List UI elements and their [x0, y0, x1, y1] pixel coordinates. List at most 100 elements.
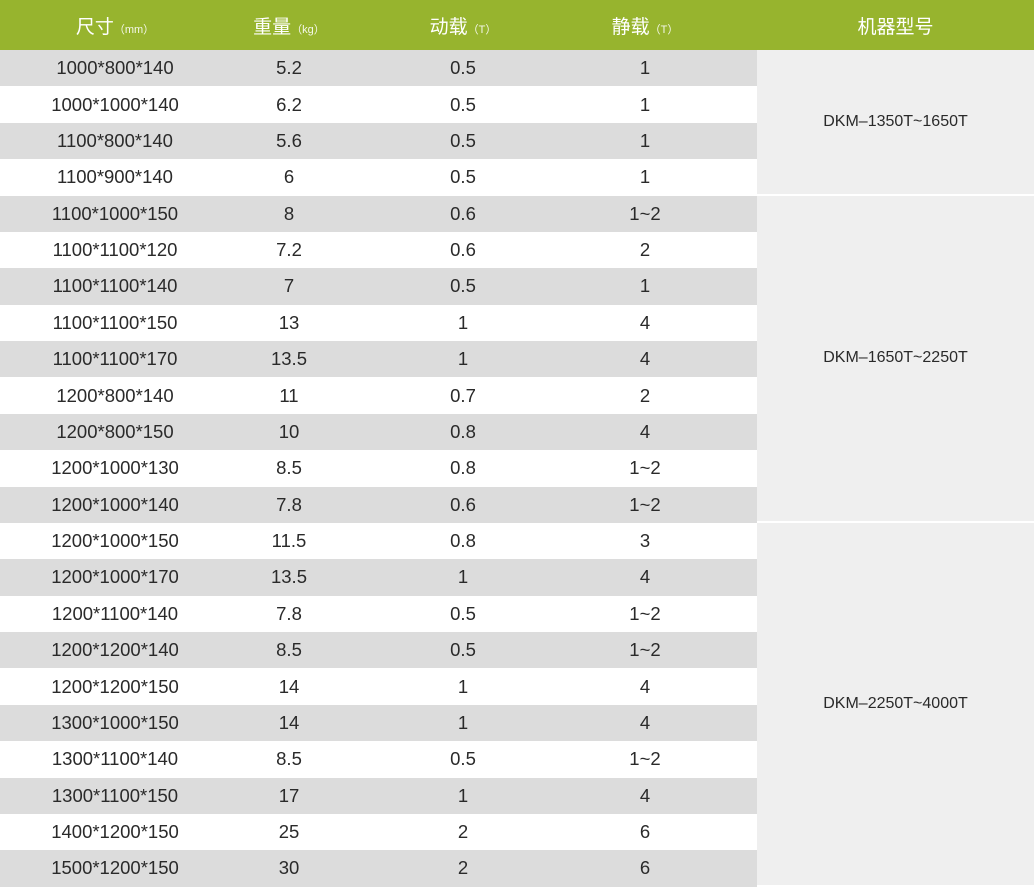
cell-dynamic-load: 1	[457, 675, 469, 697]
table-row: 1100*800*140 5.6 0.5 1	[0, 122, 757, 160]
cell-weight: 10	[278, 420, 300, 442]
cell-size: 1300*1100*150	[51, 784, 179, 806]
table-row: 1100*1000*150 8 0.6 1~2	[0, 195, 757, 232]
header-unit: （kg）	[291, 23, 325, 36]
table-row: 1400*1200*150 25 2 6	[0, 814, 757, 850]
header-size: 尺寸（mm）	[0, 12, 230, 39]
cell-dynamic-load: 0.5	[450, 639, 476, 661]
cell-dynamic-load: 0.7	[450, 384, 476, 406]
cell-dynamic-load: 1	[457, 784, 469, 806]
cell-size: 1500*1200*150	[51, 857, 179, 879]
cell-size: 1100*1100*140	[52, 275, 178, 297]
cell-static-load: 4	[639, 784, 651, 806]
cell-dynamic-load: 0.5	[450, 748, 476, 770]
table-row: 1100*900*140 6 0.5 1	[0, 159, 757, 195]
cell-weight: 5.2	[276, 57, 302, 79]
header-unit: （T）	[467, 23, 497, 36]
table-row: 1200*1200*150 14 1 4	[0, 668, 757, 704]
cell-weight: 13.5	[270, 348, 307, 370]
table-row: 1000*800*140 5.2 0.5 1	[0, 50, 757, 87]
cell-static-load: 4	[639, 348, 651, 370]
cell-dynamic-load: 1	[457, 711, 469, 733]
table-row: 1200*1000*150 11.5 0.8 3	[0, 523, 757, 559]
cell-static-load: 4	[639, 566, 651, 588]
cell-size: 1100*1100*150	[52, 311, 178, 333]
table-row: 1100*1100*170 13.5 1 4	[0, 341, 757, 378]
cell-dynamic-load: 0.5	[450, 93, 476, 115]
cell-static-load: 1	[639, 93, 651, 115]
cell-weight: 8	[283, 202, 295, 224]
table-row: 1200*800*150 10 0.8 4	[0, 413, 757, 451]
cell-size: 1100*1100*120	[52, 239, 178, 261]
cell-static-load: 4	[639, 311, 651, 333]
header-static-load: 静载（T）	[578, 12, 757, 39]
cell-size: 1200*1200*140	[51, 639, 179, 661]
cell-size: 1400*1200*150	[51, 821, 179, 843]
cell-static-load: 6	[639, 857, 651, 879]
cell-weight: 17	[278, 784, 300, 806]
header-weight: 重量（kg）	[230, 12, 348, 39]
cell-weight: 30	[278, 857, 300, 879]
cell-weight: 8.5	[276, 748, 302, 770]
cell-dynamic-load: 2	[457, 821, 469, 843]
cell-weight: 6.2	[276, 93, 302, 115]
model-cell: DKM–1650T~2250T	[757, 195, 1034, 524]
cell-dynamic-load: 0.5	[450, 602, 476, 624]
cell-size: 1200*800*140	[56, 384, 174, 406]
cell-static-load: 1	[639, 166, 651, 188]
cell-size: 1200*1200*150	[51, 675, 179, 697]
cell-static-load: 4	[639, 420, 651, 442]
cell-size: 1000*800*140	[56, 57, 174, 79]
cell-weight: 14	[278, 675, 300, 697]
table-row: 1200*1100*140 7.8 0.5 1~2	[0, 596, 757, 632]
table-row: 1000*1000*140 6.2 0.5 1	[0, 86, 757, 122]
cell-weight: 7.8	[276, 602, 302, 624]
cell-static-load: 6	[639, 821, 651, 843]
cell-size: 1200*1000*150	[51, 530, 179, 552]
cell-size: 1300*1000*150	[51, 711, 179, 733]
cell-static-load: 4	[639, 711, 651, 733]
cell-dynamic-load: 0.8	[450, 420, 476, 442]
cell-size: 1300*1100*140	[51, 748, 179, 770]
cell-dynamic-load: 0.5	[450, 129, 476, 151]
table-row: 1100*1100*140 7 0.5 1	[0, 268, 757, 305]
cell-size: 1200*800*150	[56, 420, 174, 442]
cell-static-load: 1~2	[629, 602, 661, 624]
cell-static-load: 1~2	[629, 202, 661, 224]
table-header: 尺寸（mm） 重量（kg） 动载（T） 静载（T） 机器型号	[0, 0, 1034, 50]
table-row: 1200*1200*140 8.5 0.5 1~2	[0, 632, 757, 669]
cell-weight: 5.6	[276, 129, 302, 151]
cell-weight: 14	[278, 711, 300, 733]
cell-dynamic-load: 1	[457, 566, 469, 588]
cell-size: 1100*800*140	[57, 129, 173, 151]
header-unit: （mm）	[113, 23, 155, 36]
table-row: 1300*1000*150 14 1 4	[0, 704, 757, 742]
cell-dynamic-load: 0.5	[450, 57, 476, 79]
cell-static-load: 1~2	[629, 493, 661, 515]
header-label: 动载	[429, 16, 468, 38]
header-label: 重量	[253, 16, 292, 38]
cell-static-load: 2	[639, 239, 651, 261]
cell-dynamic-load: 0.6	[450, 493, 476, 515]
header-unit: （T）	[649, 23, 679, 36]
cell-size: 1100*1000*150	[51, 202, 179, 224]
cell-weight: 7.8	[276, 493, 302, 515]
cell-static-load: 3	[639, 530, 651, 552]
cell-dynamic-load: 0.6	[450, 202, 476, 224]
cell-weight: 8.5	[276, 639, 302, 661]
cell-weight: 25	[278, 821, 300, 843]
table-row: 1300*1100*140 8.5 0.5 1~2	[0, 741, 757, 777]
table-row: 1200*800*140 11 0.7 2	[0, 377, 757, 413]
table-row: 1100*1100*150 13 1 4	[0, 305, 757, 341]
table-row: 1200*1000*130 8.5 0.8 1~2	[0, 450, 757, 486]
cell-size: 1200*1000*140	[51, 493, 179, 515]
cell-dynamic-load: 0.8	[450, 457, 476, 479]
table-row: 1200*1000*170 13.5 1 4	[0, 559, 757, 596]
cell-static-load: 1~2	[629, 639, 661, 661]
cell-static-load: 2	[639, 384, 651, 406]
cell-dynamic-load: 1	[457, 311, 469, 333]
table-row: 1100*1100*120 7.2 0.6 2	[0, 232, 757, 268]
header-machine-model: 机器型号	[757, 12, 1034, 39]
cell-dynamic-load: 0.8	[450, 530, 476, 552]
cell-weight: 11	[279, 384, 299, 406]
